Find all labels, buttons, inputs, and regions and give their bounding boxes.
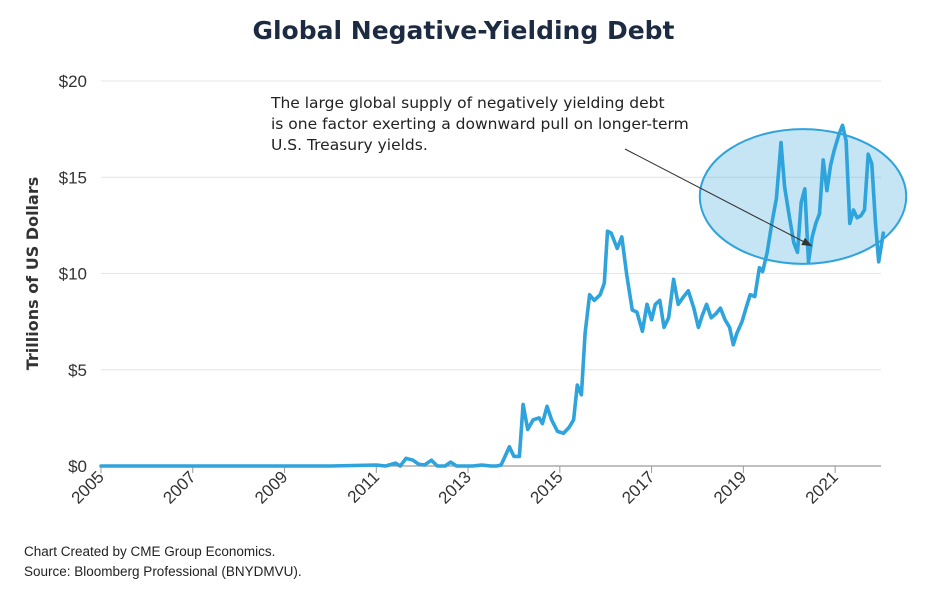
arrow-line [624, 148, 813, 247]
x-tick-label: 2007 [159, 467, 199, 507]
x-tick-label: 2009 [251, 467, 291, 507]
y-axis-label: Trillions of US Dollars [23, 177, 42, 371]
y-tick-label: $15 [59, 168, 87, 187]
y-axis: $0 $5 $10 $15 $20 [59, 72, 87, 476]
annotation-line: is one factor exerting a downward pull o… [271, 115, 689, 133]
chart-title: Global Negative-Yielding Debt [252, 16, 675, 45]
x-tick-label: 2011 [344, 467, 383, 506]
y-tick-label: $5 [68, 361, 87, 380]
annotation-line: U.S. Treasury yields. [271, 136, 428, 154]
x-tick-label: 2017 [618, 467, 658, 507]
footer-source: Source: Bloomberg Professional (BNYDMVU)… [24, 564, 302, 579]
x-tick-label: 2013 [435, 467, 475, 507]
y-tick-label: $20 [59, 72, 87, 91]
annotation-line: The large global supply of negatively yi… [270, 94, 665, 112]
series-line [99, 123, 886, 468]
x-tick-label: 2019 [710, 467, 750, 507]
x-tick-label: 2021 [802, 467, 842, 507]
x-axis: 2005 2007 2009 2011 2013 2015 2017 2019 2021 [68, 466, 842, 508]
grid [101, 80, 881, 371]
footer-credit: Chart Created by CME Group Economics. [24, 544, 276, 559]
annotation-arrow [624, 148, 813, 247]
y-tick-label: $10 [59, 265, 87, 284]
arrow-head [801, 237, 812, 246]
y-tick-label: $0 [68, 457, 87, 476]
annotation-text: The large global supply of negatively yi… [270, 94, 689, 154]
x-tick-label: 2015 [526, 467, 566, 507]
